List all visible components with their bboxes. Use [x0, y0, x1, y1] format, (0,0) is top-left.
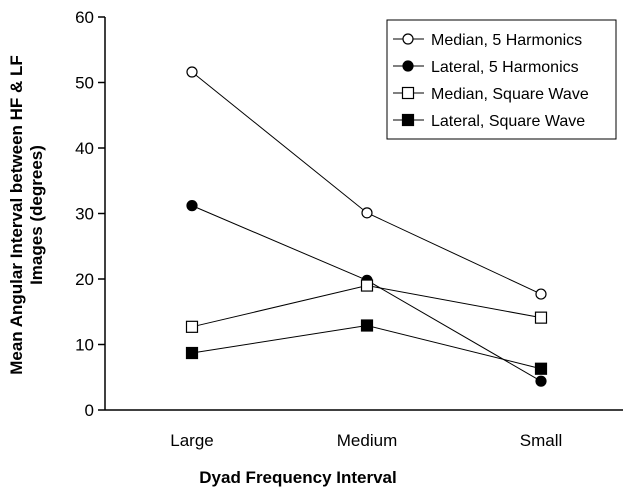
legend-marker	[402, 60, 414, 72]
series-line	[191, 324, 542, 370]
series-4	[185, 319, 548, 375]
legend-marker	[402, 33, 414, 45]
legend-label: Lateral, Square Wave	[431, 113, 585, 130]
y-tick-label: 60	[75, 8, 94, 27]
y-axis-title-line-1: Mean Angular Interval between HF & LF	[7, 55, 26, 375]
x-axis-title: Dyad Frequency Interval	[199, 468, 396, 487]
legend-item: Median, 5 Harmonics	[393, 32, 582, 49]
data-point	[186, 200, 198, 212]
data-point	[535, 288, 547, 300]
x-tick-label: Small	[520, 431, 563, 450]
series-3	[185, 279, 548, 333]
legend: Median, 5 Harmonics Lateral, 5 Harmonics M…	[386, 19, 617, 140]
y-tick-label: 0	[85, 401, 94, 420]
y-ticks: 0 10 20 30 40 50 60	[75, 8, 105, 420]
legend-label: Median, Square Wave	[431, 86, 589, 103]
legend-item: Lateral, 5 Harmonics	[393, 59, 579, 76]
data-point	[535, 375, 547, 387]
data-point	[360, 319, 374, 332]
legend-label: Lateral, 5 Harmonics	[431, 59, 579, 76]
data-point	[534, 362, 548, 375]
data-point	[361, 207, 373, 219]
x-tick-label: Large	[170, 431, 213, 450]
series-1	[186, 66, 547, 300]
legend-label: Median, 5 Harmonics	[431, 32, 582, 49]
y-axis-title-line-2: Images (degrees)	[27, 145, 46, 285]
data-point	[186, 66, 198, 78]
y-tick-label: 10	[75, 336, 94, 355]
y-tick-label: 30	[75, 205, 94, 224]
series-2	[186, 200, 547, 387]
y-tick-label: 50	[75, 74, 94, 93]
legend-item: Lateral, Square Wave	[393, 113, 585, 130]
data-point	[360, 279, 374, 292]
legend-box	[386, 19, 617, 140]
legend-marker	[401, 86, 415, 100]
data-point	[185, 320, 199, 333]
series-line	[191, 205, 542, 382]
series-group	[185, 66, 548, 387]
legend-item: Median, Square Wave	[393, 86, 589, 103]
y-tick-label: 40	[75, 139, 94, 158]
data-point	[185, 346, 199, 360]
legend-marker	[401, 113, 415, 127]
x-ticks: Large Medium Small	[170, 431, 562, 450]
x-tick-label: Medium	[337, 431, 397, 450]
y-axis-title: Mean Angular Interval between HF & LF Im…	[7, 55, 46, 375]
data-point	[534, 311, 548, 324]
y-tick-label: 20	[75, 270, 94, 289]
